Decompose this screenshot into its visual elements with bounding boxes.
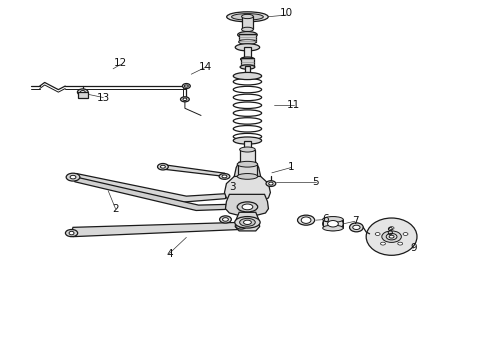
Ellipse shape xyxy=(239,40,256,44)
Bar xyxy=(244,140,251,151)
Ellipse shape xyxy=(80,90,85,94)
Ellipse shape xyxy=(70,175,76,179)
Ellipse shape xyxy=(389,235,394,238)
Ellipse shape xyxy=(328,221,338,227)
Text: 6: 6 xyxy=(322,215,329,224)
Ellipse shape xyxy=(269,182,273,185)
Ellipse shape xyxy=(398,242,403,245)
Text: 13: 13 xyxy=(97,93,110,103)
Ellipse shape xyxy=(237,202,258,212)
Ellipse shape xyxy=(242,14,253,19)
Text: 2: 2 xyxy=(112,204,119,214)
Ellipse shape xyxy=(239,225,244,227)
Ellipse shape xyxy=(237,174,258,179)
Ellipse shape xyxy=(219,174,230,179)
Ellipse shape xyxy=(182,84,190,89)
Text: 1: 1 xyxy=(288,162,294,172)
Ellipse shape xyxy=(386,233,397,240)
Polygon shape xyxy=(225,194,269,215)
Ellipse shape xyxy=(375,233,380,235)
Text: 5: 5 xyxy=(313,177,319,187)
Bar xyxy=(242,17,253,30)
Polygon shape xyxy=(72,222,243,237)
Ellipse shape xyxy=(227,12,268,22)
Text: 12: 12 xyxy=(114,58,127,68)
Ellipse shape xyxy=(158,163,168,170)
Ellipse shape xyxy=(323,225,343,231)
Ellipse shape xyxy=(389,226,394,229)
Ellipse shape xyxy=(266,181,276,186)
Ellipse shape xyxy=(235,217,260,228)
Polygon shape xyxy=(73,177,226,211)
Ellipse shape xyxy=(240,219,255,226)
Bar xyxy=(240,149,255,166)
Bar xyxy=(239,34,256,42)
Ellipse shape xyxy=(232,14,263,20)
Polygon shape xyxy=(235,212,260,231)
Ellipse shape xyxy=(244,220,251,225)
Ellipse shape xyxy=(233,72,262,80)
Ellipse shape xyxy=(353,225,360,229)
Ellipse shape xyxy=(180,97,189,102)
Ellipse shape xyxy=(323,217,343,222)
Ellipse shape xyxy=(222,218,228,221)
Text: 8: 8 xyxy=(386,227,392,237)
Ellipse shape xyxy=(160,165,165,168)
Ellipse shape xyxy=(235,44,260,51)
Bar xyxy=(244,47,251,58)
Ellipse shape xyxy=(69,231,74,235)
Ellipse shape xyxy=(183,98,187,100)
Ellipse shape xyxy=(297,215,315,225)
Polygon shape xyxy=(224,176,270,202)
Ellipse shape xyxy=(238,32,257,38)
Ellipse shape xyxy=(184,85,188,87)
Text: 11: 11 xyxy=(287,100,300,110)
Ellipse shape xyxy=(240,147,255,152)
Ellipse shape xyxy=(243,15,252,19)
Polygon shape xyxy=(73,174,226,202)
Ellipse shape xyxy=(237,161,258,167)
Ellipse shape xyxy=(323,217,343,230)
Ellipse shape xyxy=(240,65,255,69)
Ellipse shape xyxy=(220,216,231,223)
Ellipse shape xyxy=(222,175,227,178)
Bar xyxy=(245,66,250,74)
Ellipse shape xyxy=(242,204,253,210)
Ellipse shape xyxy=(381,242,386,245)
Polygon shape xyxy=(234,162,261,182)
Ellipse shape xyxy=(66,173,80,181)
Text: 7: 7 xyxy=(352,216,358,226)
Ellipse shape xyxy=(242,27,253,32)
Text: 3: 3 xyxy=(229,182,236,192)
Ellipse shape xyxy=(66,229,77,237)
Ellipse shape xyxy=(403,233,408,235)
Bar xyxy=(78,92,88,98)
Bar xyxy=(238,164,257,176)
Polygon shape xyxy=(163,165,225,179)
Bar xyxy=(241,58,254,67)
Ellipse shape xyxy=(349,223,363,232)
Ellipse shape xyxy=(236,223,246,229)
Ellipse shape xyxy=(77,89,88,95)
Ellipse shape xyxy=(241,57,254,61)
Text: 9: 9 xyxy=(410,243,417,253)
Circle shape xyxy=(366,218,417,255)
Ellipse shape xyxy=(301,217,311,224)
Text: 4: 4 xyxy=(166,248,172,258)
Text: 10: 10 xyxy=(280,8,293,18)
Text: 14: 14 xyxy=(199,62,213,72)
Ellipse shape xyxy=(382,231,401,242)
Ellipse shape xyxy=(233,137,262,144)
